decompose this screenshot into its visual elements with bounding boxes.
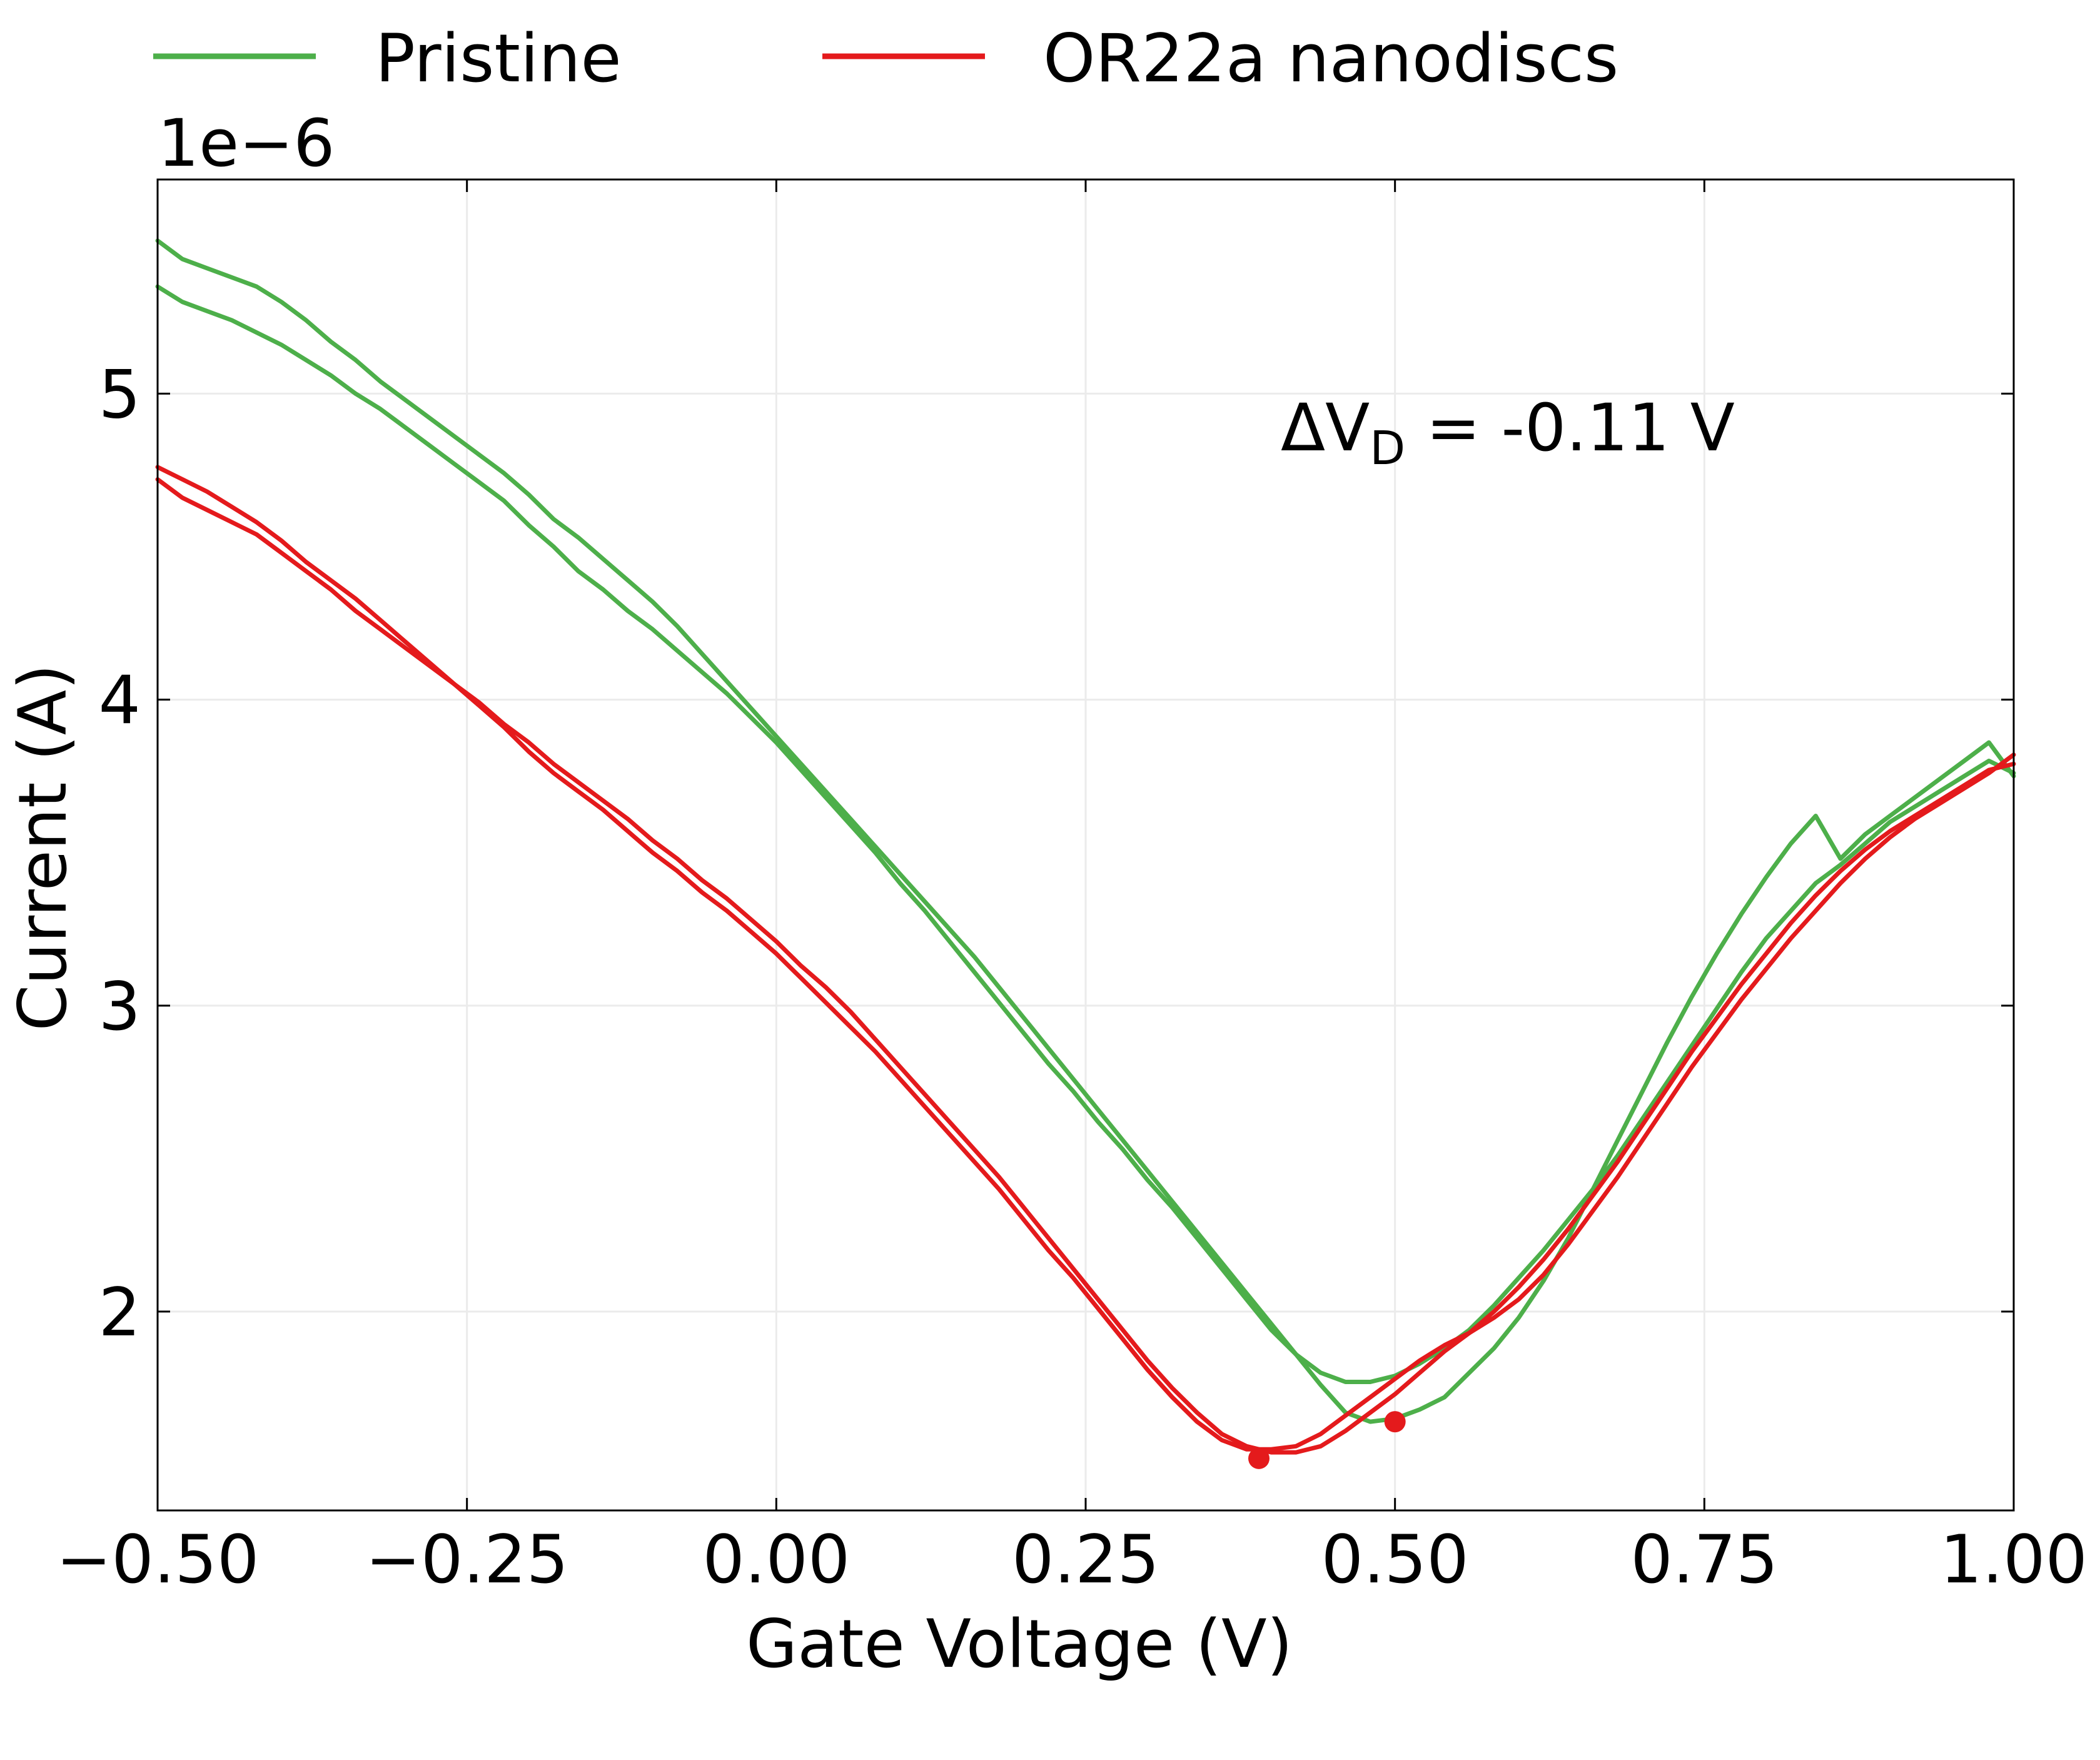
x-tick-label: 0.00 bbox=[702, 1521, 850, 1598]
series-line-1-trace-1 bbox=[155, 465, 2016, 1455]
y-tick-label: 2 bbox=[99, 1274, 141, 1351]
plot-markers bbox=[1248, 1411, 1406, 1469]
y-tick-label: 4 bbox=[99, 662, 141, 739]
x-tick-label: 0.25 bbox=[1012, 1521, 1159, 1598]
x-tick-label: 1.00 bbox=[1940, 1521, 2087, 1598]
y-tick-label: 3 bbox=[99, 968, 141, 1045]
axis-ticks: −0.50 −0.25 0.00 0.25 0.50 0.75 1.00 2 3 4 5 bbox=[56, 180, 2087, 1598]
plot-lines bbox=[155, 238, 2016, 1455]
annotation-suffix: = -0.11 V bbox=[1405, 390, 1735, 466]
legend: Pristine OR22a nanodiscs bbox=[153, 20, 1618, 97]
legend-label-or22a-nanodiscs: OR22a nanodiscs bbox=[1043, 20, 1618, 97]
y-axis-label: Current (A) bbox=[4, 664, 81, 1031]
annotation-prefix: ΔV bbox=[1281, 390, 1370, 466]
annotation-subscript: D bbox=[1370, 422, 1405, 475]
y-tick-label: 5 bbox=[99, 356, 141, 433]
series-line-0-trace-1 bbox=[155, 284, 2016, 1384]
delta-vd-annotation: ΔVD = -0.11 V bbox=[1281, 390, 1735, 475]
dirac-point-marker-1 bbox=[1384, 1411, 1406, 1433]
series-line-0-trace-0 bbox=[155, 238, 2016, 1424]
dirac-point-marker-0 bbox=[1248, 1447, 1270, 1469]
grid bbox=[156, 180, 2015, 1510]
legend-label-pristine: Pristine bbox=[375, 20, 622, 97]
x-tick-label: −0.50 bbox=[56, 1521, 260, 1598]
x-axis-label: Gate Voltage (V) bbox=[746, 1606, 1293, 1682]
y-offset-label: 1e−6 bbox=[158, 105, 335, 181]
x-tick-label: −0.25 bbox=[365, 1521, 568, 1598]
x-tick-label: 0.75 bbox=[1630, 1521, 1778, 1598]
x-tick-label: 0.50 bbox=[1321, 1521, 1469, 1598]
